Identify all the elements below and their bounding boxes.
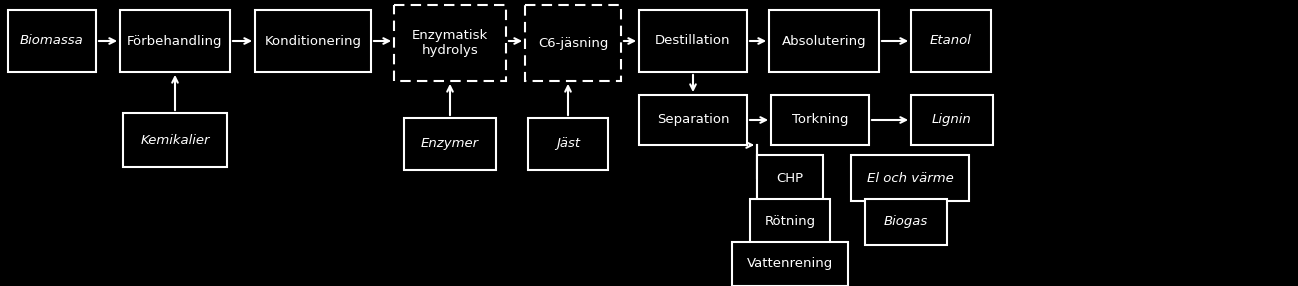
Text: Etanol: Etanol <box>931 35 972 47</box>
Bar <box>8 10 96 72</box>
Bar <box>123 113 227 167</box>
Bar <box>524 5 620 81</box>
Text: Biogas: Biogas <box>884 215 928 229</box>
Bar <box>864 199 948 245</box>
Text: Lignin: Lignin <box>932 114 972 126</box>
Text: Separation: Separation <box>657 114 729 126</box>
Text: Vattenrening: Vattenrening <box>746 257 833 271</box>
Text: El och värme: El och värme <box>867 172 953 184</box>
Text: Enzymatisk
hydrolys: Enzymatisk hydrolys <box>411 29 488 57</box>
Bar <box>639 95 748 145</box>
Bar <box>768 10 879 72</box>
Text: Biomassa: Biomassa <box>21 35 84 47</box>
Bar <box>771 95 868 145</box>
Bar <box>750 199 829 245</box>
Bar <box>757 155 823 201</box>
Text: Rötning: Rötning <box>765 215 815 229</box>
Bar <box>404 118 496 170</box>
Bar <box>254 10 371 72</box>
Text: CHP: CHP <box>776 172 803 184</box>
Bar <box>911 95 993 145</box>
Text: Jäst: Jäst <box>556 138 580 150</box>
Text: Destillation: Destillation <box>655 35 731 47</box>
Text: C6-jäsning: C6-jäsning <box>537 37 609 49</box>
Text: Kemikalier: Kemikalier <box>140 134 210 146</box>
Text: Torkning: Torkning <box>792 114 849 126</box>
Bar <box>732 242 848 286</box>
Bar <box>528 118 607 170</box>
Bar <box>119 10 230 72</box>
Text: Förbehandling: Förbehandling <box>127 35 223 47</box>
Bar <box>911 10 990 72</box>
Bar <box>395 5 506 81</box>
Bar <box>639 10 748 72</box>
Text: Enzymer: Enzymer <box>421 138 479 150</box>
Bar <box>851 155 970 201</box>
Text: Absolutering: Absolutering <box>781 35 866 47</box>
Text: Konditionering: Konditionering <box>265 35 362 47</box>
